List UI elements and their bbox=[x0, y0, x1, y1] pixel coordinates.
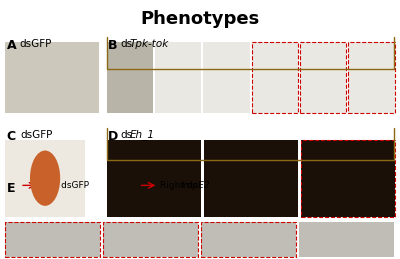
Text: Left dsGFP: Left dsGFP bbox=[41, 181, 89, 190]
Text: D: D bbox=[108, 130, 118, 142]
FancyBboxPatch shape bbox=[107, 42, 153, 113]
Text: B: B bbox=[108, 39, 117, 52]
Text: dsGFP: dsGFP bbox=[20, 130, 53, 140]
FancyBboxPatch shape bbox=[348, 42, 395, 113]
Text: ds: ds bbox=[120, 130, 133, 140]
Text: C: C bbox=[6, 130, 16, 142]
FancyBboxPatch shape bbox=[5, 140, 85, 217]
Text: Phenotypes: Phenotypes bbox=[140, 10, 260, 28]
Text: ds: ds bbox=[120, 39, 133, 48]
FancyBboxPatch shape bbox=[299, 222, 394, 257]
FancyBboxPatch shape bbox=[5, 222, 100, 257]
Text: A: A bbox=[6, 39, 16, 52]
FancyBboxPatch shape bbox=[155, 42, 201, 113]
FancyBboxPatch shape bbox=[301, 140, 395, 217]
FancyBboxPatch shape bbox=[103, 222, 198, 257]
FancyBboxPatch shape bbox=[252, 42, 298, 113]
FancyBboxPatch shape bbox=[203, 42, 250, 113]
Text: Tpk-tok: Tpk-tok bbox=[129, 39, 168, 48]
FancyBboxPatch shape bbox=[5, 42, 99, 113]
FancyBboxPatch shape bbox=[204, 140, 298, 217]
FancyBboxPatch shape bbox=[201, 222, 296, 257]
Text: Eh_1: Eh_1 bbox=[129, 130, 154, 140]
FancyBboxPatch shape bbox=[107, 140, 200, 217]
Text: ImpE2: ImpE2 bbox=[181, 181, 210, 190]
Text: Right ds: Right ds bbox=[160, 181, 198, 190]
FancyBboxPatch shape bbox=[300, 42, 346, 113]
Text: E: E bbox=[6, 182, 15, 195]
Ellipse shape bbox=[30, 150, 60, 206]
Text: dsGFP: dsGFP bbox=[19, 39, 52, 48]
